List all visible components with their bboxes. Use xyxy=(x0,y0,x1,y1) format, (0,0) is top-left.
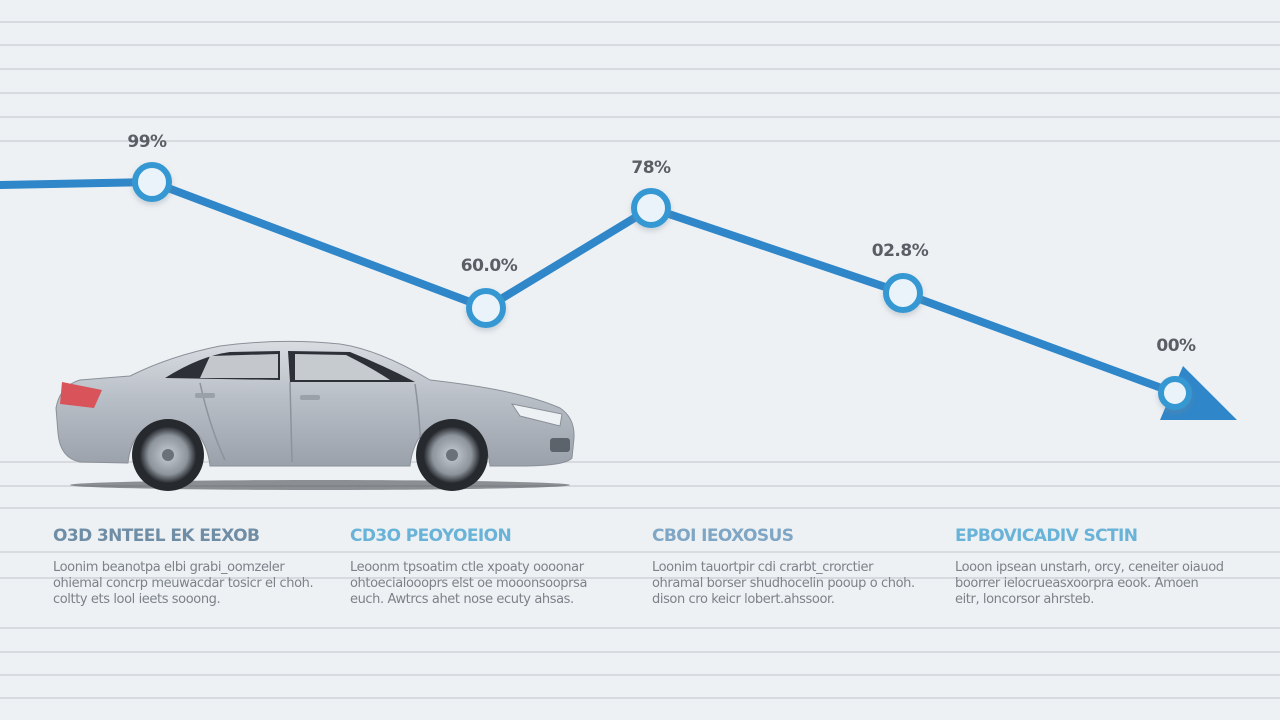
column-body: Leoonm tpsoatim ctle xpoaty oooonar ohto… xyxy=(350,560,588,607)
info-column-2: CD3O PEOYOEION Leoonm tpsoatim ctle xpoa… xyxy=(350,526,620,608)
point-label-2: 60.0% xyxy=(460,256,518,276)
data-point-1[interactable] xyxy=(132,162,172,202)
info-column-3: CBOI IEOXOSUS Loonim tauortpir cdi crarb… xyxy=(652,526,922,608)
column-heading: CD3O PEOYOEION xyxy=(350,526,512,546)
point-label-3: 78% xyxy=(631,158,671,178)
column-heading: CBOI IEOXOSUS xyxy=(652,526,794,546)
point-label-1: 99% xyxy=(127,132,167,152)
point-label-4: 02.8% xyxy=(871,241,929,261)
column-heading: EPBOVICADIV SCTIN xyxy=(955,526,1138,546)
column-heading: O3D 3NTEEL EK EEXOB xyxy=(53,526,260,546)
data-point-3[interactable] xyxy=(631,188,671,228)
trend-line xyxy=(0,178,1179,397)
info-column-4: EPBOVICADIV SCTIN Looon ipsean unstarh, … xyxy=(955,526,1225,608)
column-body: Looon ipsean unstarh, orcy, ceneiter oia… xyxy=(955,560,1224,607)
data-point-4[interactable] xyxy=(883,273,923,313)
column-body: Loonim tauortpir cdi crarbt_crorctier oh… xyxy=(652,560,915,607)
car-illustration xyxy=(55,340,575,491)
point-label-5: 00% xyxy=(1156,336,1196,356)
column-body: Loonim beanotpa elbi grabi_oomzeler ohie… xyxy=(53,560,314,607)
data-point-2[interactable] xyxy=(466,288,506,328)
info-column-1: O3D 3NTEEL EK EEXOB Loonim beanotpa elbi… xyxy=(53,526,323,608)
data-point-5[interactable] xyxy=(1158,376,1192,410)
